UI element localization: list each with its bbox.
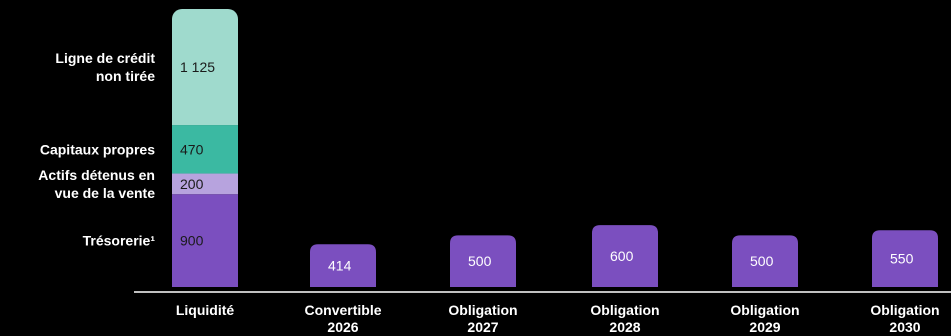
category-label: Convertible 2026 [304,302,381,335]
category-label: Obligation 2028 [590,302,659,335]
segment-legend-label: Actifs détenus en vue de la vente [38,167,155,201]
stack-segment-2 [172,173,238,195]
bar-5 [872,230,938,287]
segment-legend-label: Capitaux propres [40,141,155,157]
stack-segment-4 [172,9,238,126]
maturity-bars: 414 500 600 500 550 [310,225,938,287]
stack-segment-value-label: 1 125 [180,59,215,75]
stack-segment-value-label: 470 [180,141,204,157]
bar-3 [592,225,658,287]
bar-value-label: 550 [890,251,914,267]
segment-legend-label: Trésorerie¹ [83,233,156,249]
category-labels: Liquidité Convertible 2026 Obligation 2027 Ob… [176,302,940,335]
bar-4 [732,235,798,287]
category-label: Liquidité [176,302,235,318]
stack-segment-value-label: 900 [180,233,204,249]
bar-2 [450,235,516,287]
stacked-bar-liquidite: 900 200 470 1 125 [172,9,238,287]
category-label: Obligation 2027 [448,302,517,335]
segment-legend-label: Ligne de crédit non tirée [55,50,155,84]
bar-value-label: 600 [610,248,634,264]
category-label: Obligation 2029 [730,302,799,335]
stack-segment-3 [172,125,238,174]
bar-value-label: 414 [328,258,352,274]
stack-segment-value-label: 200 [180,176,204,192]
bar-1 [310,244,376,287]
segment-legend-labels: Trésorerie¹ Actifs détenus en vue de la ve… [38,50,155,249]
bar-value-label: 500 [750,253,774,269]
stack-segment-1 [172,194,238,287]
category-label: Obligation 2030 [870,302,939,335]
bar-value-label: 500 [468,253,492,269]
